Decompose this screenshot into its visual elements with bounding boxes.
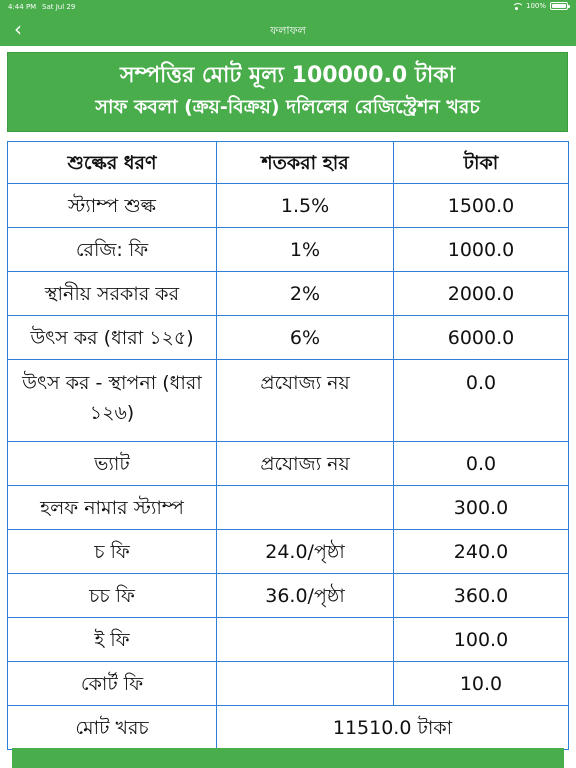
table-header-row: শুল্কের ধরণ শতকরা হার টাকা xyxy=(7,141,569,184)
rate-cell: প্রযোজ্য নয় xyxy=(216,359,394,442)
navigation-bar: ‹ ফলাফল xyxy=(0,14,576,46)
rate-cell: 36.0/পৃষ্ঠা xyxy=(216,573,394,618)
amount-cell: 1500.0 xyxy=(393,183,569,228)
wifi-icon xyxy=(511,2,522,10)
table-row: উৎস কর - স্থাপনা (ধারা ১২৬) প্রযোজ্য নয়… xyxy=(7,359,569,442)
property-value-heading: সম্পত্তির মোট মূল্য 100000.0 টাকা xyxy=(120,63,455,88)
top-bar: 4:44 PM Sat Jul 29 100% ‹ ফলাফল xyxy=(0,0,576,46)
header-amount: টাকা xyxy=(393,141,569,184)
rate-cell: 1% xyxy=(216,227,394,272)
amount-cell: 10.0 xyxy=(393,661,569,706)
amount-cell: 2000.0 xyxy=(393,271,569,316)
fee-table: শুল্কের ধরণ শতকরা হার টাকা স্ট্যাম্প শুল… xyxy=(7,141,569,750)
amount-cell: 0.0 xyxy=(393,359,569,442)
amount-cell: 6000.0 xyxy=(393,315,569,360)
fee-type-cell: রেজি: ফি xyxy=(7,227,217,272)
fee-type-cell: স্থানীয় সরকার কর xyxy=(7,271,217,316)
status-bar: 4:44 PM Sat Jul 29 100% xyxy=(0,0,576,14)
table-row: স্ট্যাম্প শুল্ক 1.5% 1500.0 xyxy=(7,183,569,228)
rate-cell: 24.0/পৃষ্ঠা xyxy=(216,529,394,574)
amount-cell: 360.0 xyxy=(393,573,569,618)
amount-cell: 300.0 xyxy=(393,485,569,530)
fee-type-cell: উৎস কর - স্থাপনা (ধারা ১২৬) xyxy=(7,359,217,442)
rate-cell xyxy=(216,617,394,662)
deed-type-subheading: সাফ কবলা (ক্রয়-বিক্রয়) দলিলের রেজিস্ট্… xyxy=(95,96,480,118)
fee-type-cell: উৎস কর (ধারা ১২৫) xyxy=(7,315,217,360)
amount-cell: 0.0 xyxy=(393,441,569,486)
total-label: মোট খরচ xyxy=(7,705,217,750)
status-right: 100% xyxy=(511,2,570,10)
rate-cell: 6% xyxy=(216,315,394,360)
rate-cell xyxy=(216,485,394,530)
rate-cell: 2% xyxy=(216,271,394,316)
table-row: স্থানীয় সরকার কর 2% 2000.0 xyxy=(7,271,569,316)
status-date: Sat Jul 29 xyxy=(42,3,76,11)
amount-cell: 100.0 xyxy=(393,617,569,662)
table-row: হলফ নামার স্ট্যাম্প 300.0 xyxy=(7,485,569,530)
fee-type-cell: স্ট্যাম্প শুল্ক xyxy=(7,183,217,228)
table-row: চ ফি 24.0/পৃষ্ঠা 240.0 xyxy=(7,529,569,574)
table-row: কোর্ট ফি 10.0 xyxy=(7,661,569,706)
back-chevron-icon[interactable]: ‹ xyxy=(14,17,22,41)
fee-type-cell: ভ্যাট xyxy=(7,441,217,486)
table-row: ই ফি 100.0 xyxy=(7,617,569,662)
fee-type-cell: কোর্ট ফি xyxy=(7,661,217,706)
battery-icon xyxy=(550,2,570,10)
page-title: ফলাফল xyxy=(270,24,306,37)
amount-cell: 1000.0 xyxy=(393,227,569,272)
header-rate: শতকরা হার xyxy=(216,141,394,184)
bottom-action-button[interactable] xyxy=(12,748,564,768)
header-fee-type: শুল্কের ধরণ xyxy=(7,141,217,184)
fee-type-cell: চচ ফি xyxy=(7,573,217,618)
table-row: ভ্যাট প্রযোজ্য নয় 0.0 xyxy=(7,441,569,486)
battery-percent: 100% xyxy=(525,2,546,10)
rate-cell: প্রযোজ্য নয় xyxy=(216,441,394,486)
table-row: চচ ফি 36.0/পৃষ্ঠা 360.0 xyxy=(7,573,569,618)
rate-cell xyxy=(216,661,394,706)
fee-type-cell: হলফ নামার স্ট্যাম্প xyxy=(7,485,217,530)
table-row: উৎস কর (ধারা ১২৫) 6% 6000.0 xyxy=(7,315,569,360)
total-row: মোট খরচ 11510.0 টাকা xyxy=(7,705,569,750)
status-time: 4:44 PM xyxy=(8,3,37,11)
rate-cell: 1.5% xyxy=(216,183,394,228)
summary-banner: সম্পত্তির মোট মূল্য 100000.0 টাকা সাফ কব… xyxy=(7,52,568,132)
total-value: 11510.0 টাকা xyxy=(216,705,569,750)
fee-type-cell: ই ফি xyxy=(7,617,217,662)
fee-type-cell: চ ফি xyxy=(7,529,217,574)
amount-cell: 240.0 xyxy=(393,529,569,574)
table-row: রেজি: ফি 1% 1000.0 xyxy=(7,227,569,272)
